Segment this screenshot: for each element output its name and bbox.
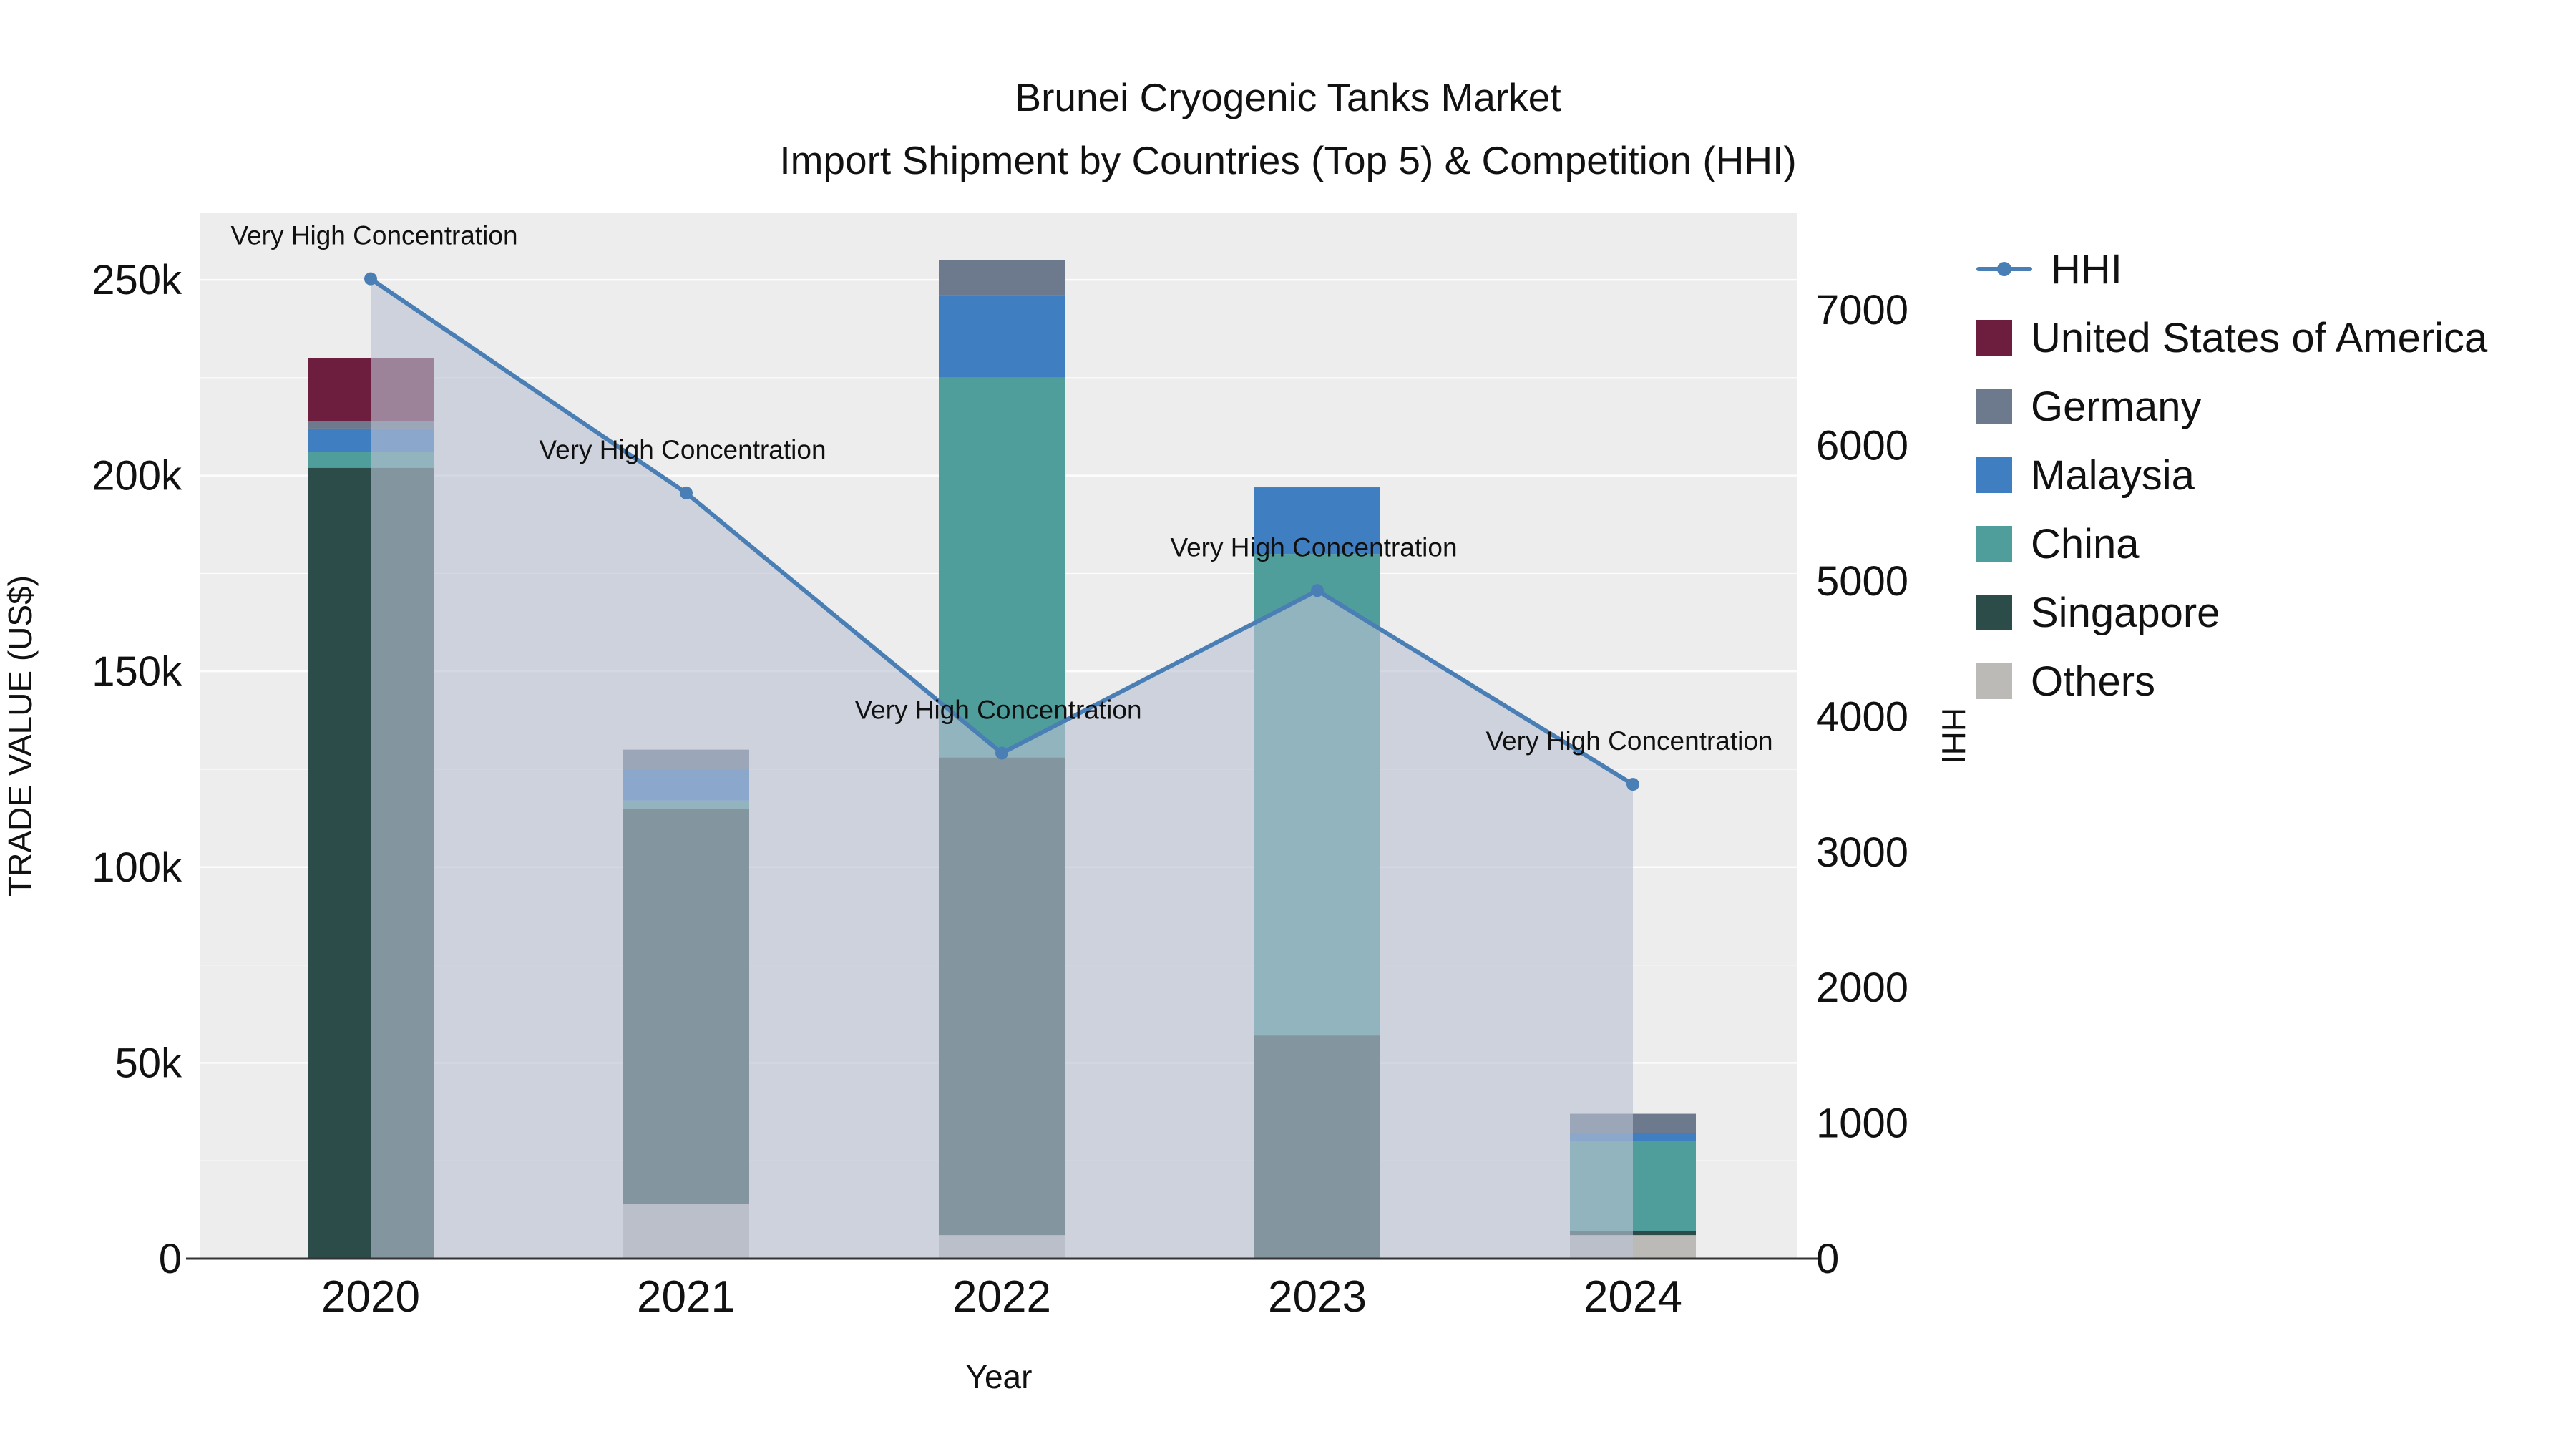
legend-label: Malaysia [2031, 452, 2195, 499]
x-tick-2023: 2023 [1268, 1272, 1367, 1322]
legend-label: United States of America [2031, 314, 2488, 361]
legend-swatch-icon [1976, 320, 2012, 356]
legend: HHI United States of America Germany Malays… [1976, 235, 2487, 716]
legend-label: HHI [2051, 245, 2122, 293]
annotation-2021: Very High Concentration [539, 435, 826, 464]
y-right-tick-6000: 6000 [1816, 423, 1908, 469]
chart-title-line1: Brunei Cryogenic Tanks Market [1015, 75, 1561, 119]
bar-segment-malaysia-2023[interactable] [1254, 487, 1380, 555]
annotation-2022: Very High Concentration [854, 696, 1141, 725]
y-left-axis-title: TRADE VALUE (US$) [1, 575, 39, 897]
y-right-tick-5000: 5000 [1816, 558, 1908, 605]
bar-segment-china-2022[interactable] [939, 377, 1065, 758]
y-right-tick-1000: 1000 [1816, 1101, 1908, 1147]
y-right-tick-0: 0 [1816, 1236, 1839, 1282]
y-left-tick-200k: 200k [92, 453, 182, 499]
legend-label: China [2031, 520, 2140, 567]
y-right-axis-title: HHI [1935, 708, 1972, 764]
legend-swatch-icon [1976, 595, 2012, 630]
hhi-point-2023[interactable] [1311, 584, 1324, 597]
chart-title-line2: Import Shipment by Countries (Top 5) & C… [779, 138, 1797, 182]
y-left-tick-100k: 100k [92, 844, 182, 891]
x-tick-2021: 2021 [637, 1272, 736, 1322]
y-right-tick-4000: 4000 [1816, 693, 1908, 740]
legend-item-hhi[interactable]: HHI [1976, 235, 2487, 303]
chart-title: Brunei Cryogenic Tanks Market Import Shi… [0, 66, 2576, 192]
tick-labels: 0 50k 100k 150k 200k 250k 0 1000 2000 3000 4000 500… [92, 257, 1908, 1322]
y-left-tick-0: 0 [159, 1236, 182, 1282]
hhi-point-2020[interactable] [364, 272, 377, 286]
legend-swatch-icon [1976, 389, 2012, 424]
legend-item-united-states-of-america[interactable]: United States of America [1976, 303, 2487, 372]
legend-item-malaysia[interactable]: Malaysia [1976, 441, 2487, 509]
hhi-point-2022[interactable] [995, 746, 1008, 760]
legend-item-china[interactable]: China [1976, 509, 2487, 578]
x-axis-title: Year [966, 1358, 1033, 1395]
x-tick-2024: 2024 [1584, 1272, 1682, 1322]
hhi-point-2024[interactable] [1626, 778, 1639, 791]
y-left-tick-150k: 150k [92, 648, 182, 695]
legend-swatch-icon [1976, 457, 2012, 493]
legend-item-singapore[interactable]: Singapore [1976, 578, 2487, 647]
x-tick-2020: 2020 [321, 1272, 420, 1322]
y-left-tick-50k: 50k [114, 1040, 182, 1086]
annotation-2020: Very High Concentration [230, 221, 517, 250]
annotation-2024: Very High Concentration [1485, 726, 1772, 756]
legend-label: Singapore [2031, 589, 2220, 636]
legend-label: Others [2031, 658, 2156, 705]
bar-segment-malaysia-2022[interactable] [939, 295, 1065, 378]
y-right-tick-3000: 3000 [1816, 829, 1908, 876]
annotation-2023: Very High Concentration [1170, 532, 1457, 562]
hhi-line-icon [1976, 251, 2032, 287]
legend-swatch-icon [1976, 663, 2012, 699]
y-left-tick-250k: 250k [92, 257, 182, 303]
legend-item-others[interactable]: Others [1976, 647, 2487, 716]
y-right-tick-7000: 7000 [1816, 287, 1908, 333]
x-tick-2022: 2022 [952, 1272, 1051, 1322]
y-right-tick-2000: 2000 [1816, 965, 1908, 1011]
legend-swatch-icon [1976, 526, 2012, 562]
bar-segment-germany-2022[interactable] [939, 260, 1065, 296]
legend-item-germany[interactable]: Germany [1976, 372, 2487, 441]
legend-label: Germany [2031, 383, 2202, 430]
hhi-point-2021[interactable] [680, 486, 693, 499]
hhi-area [371, 278, 1633, 1259]
